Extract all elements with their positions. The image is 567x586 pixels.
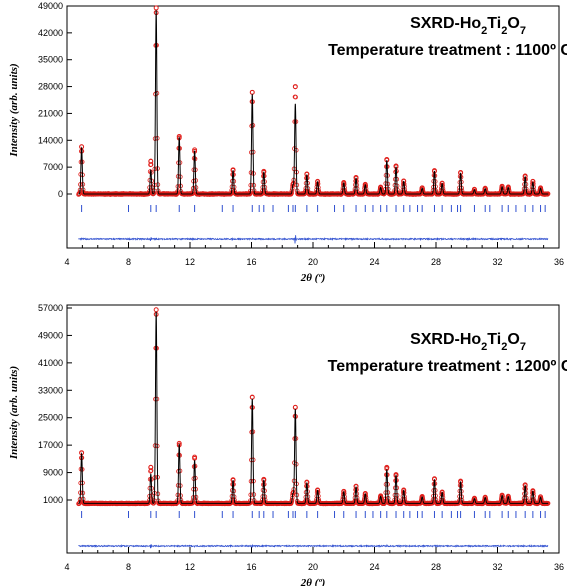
annotation-subscript: 7 xyxy=(520,341,526,353)
x-tick-label: 36 xyxy=(554,562,564,572)
annotation-text: O xyxy=(507,15,519,32)
y-tick-label: 49000 xyxy=(38,330,63,340)
y-tick-label: 25000 xyxy=(38,413,63,423)
y-tick-label: 42000 xyxy=(38,28,63,38)
x-tick-label: 4 xyxy=(64,257,69,267)
observed-peak-point xyxy=(292,84,298,90)
annotation-subscript: 2 xyxy=(501,25,507,37)
y-tick-label: 7000 xyxy=(43,162,63,172)
observed-peak-point xyxy=(378,184,384,190)
bragg-positions xyxy=(81,205,546,212)
observed-peak-point xyxy=(471,186,477,192)
x-tick-label: 28 xyxy=(431,562,441,572)
observed-peak-point xyxy=(153,5,159,11)
annotation-text: Ti xyxy=(487,15,501,32)
x-tick-label: 12 xyxy=(185,562,195,572)
bragg-positions xyxy=(81,511,546,518)
observed-point xyxy=(148,468,154,473)
observed-peak-point xyxy=(505,184,511,190)
x-axis-title: 2θ (º) xyxy=(300,577,326,586)
x-tick-label: 16 xyxy=(246,257,256,267)
observed-peak-point xyxy=(482,185,488,191)
x-tick-label: 24 xyxy=(369,562,379,572)
chart-panel-1: 0 7000 14000 21000 28000 35000 42000 49000 4 8 12 1… xyxy=(8,1,567,284)
observed-point xyxy=(293,94,298,100)
x-tick-label: 20 xyxy=(308,562,318,572)
x-tick-label: 20 xyxy=(308,257,318,267)
y-tick-label: 57000 xyxy=(38,303,63,313)
y-tick-label: 28000 xyxy=(38,82,63,92)
y-tick-label: 9000 xyxy=(43,468,63,478)
y-tick-label: 49000 xyxy=(38,1,63,11)
x-tick-label: 28 xyxy=(431,257,441,267)
difference-line xyxy=(78,235,549,244)
x-tick-label: 32 xyxy=(492,257,502,267)
observed-peak-point xyxy=(249,89,255,95)
x-tick-label: 8 xyxy=(126,562,131,572)
annotation-subscript: 2 xyxy=(481,25,487,37)
observed-series xyxy=(76,5,551,197)
y-tick-label: 17000 xyxy=(38,440,63,450)
x-tick-label: 12 xyxy=(185,257,195,267)
y-tick-label: 0 xyxy=(58,189,63,199)
x-tick-label: 32 xyxy=(492,562,502,572)
observed-point xyxy=(148,162,154,167)
annotation-text: SXRD-Ho xyxy=(410,15,481,32)
y-axis-title: Intensity (arb. units) xyxy=(8,366,20,460)
x-tick-label: 4 xyxy=(64,562,69,572)
annotation-treatment: Temperature treatment : 1200º C xyxy=(328,358,567,375)
x-tick-label: 36 xyxy=(554,257,564,267)
y-tick-label: 21000 xyxy=(38,108,63,118)
y-tick-label: 1000 xyxy=(43,495,63,505)
observed-peak-point xyxy=(538,185,544,191)
x-tick-label: 8 xyxy=(126,257,131,267)
calculated-line xyxy=(78,10,549,195)
y-axis-title: Intensity (arb. units) xyxy=(8,63,20,157)
annotation-compound: SXRD-Ho2Ti2O7 xyxy=(410,15,526,37)
annotation-text: O xyxy=(507,331,519,348)
x-tick-label: 16 xyxy=(246,562,256,572)
observed-peak-point xyxy=(153,307,159,313)
y-tick-label: 14000 xyxy=(38,135,63,145)
chart-panel-2: 1000 9000 17000 25000 33000 41000 49000 57000 4 8… xyxy=(8,303,567,586)
y-tick-label: 33000 xyxy=(38,385,63,395)
observed-peak-point xyxy=(148,158,154,164)
annotation-treatment: Temperature treatment : 1100º C xyxy=(328,42,567,59)
annotation-text: Ti xyxy=(487,331,501,348)
y-tick-label: 41000 xyxy=(38,358,63,368)
y-tick-label: 35000 xyxy=(38,55,63,65)
x-axis-title: 2θ (º) xyxy=(300,272,326,284)
annotation-text: SXRD-Ho xyxy=(410,331,481,348)
annotation-compound: SXRD-Ho2Ti2O7 xyxy=(410,331,526,353)
annotation-subscript: 7 xyxy=(520,25,526,37)
observed-peak-point xyxy=(419,185,425,191)
x-tick-label: 24 xyxy=(369,257,379,267)
